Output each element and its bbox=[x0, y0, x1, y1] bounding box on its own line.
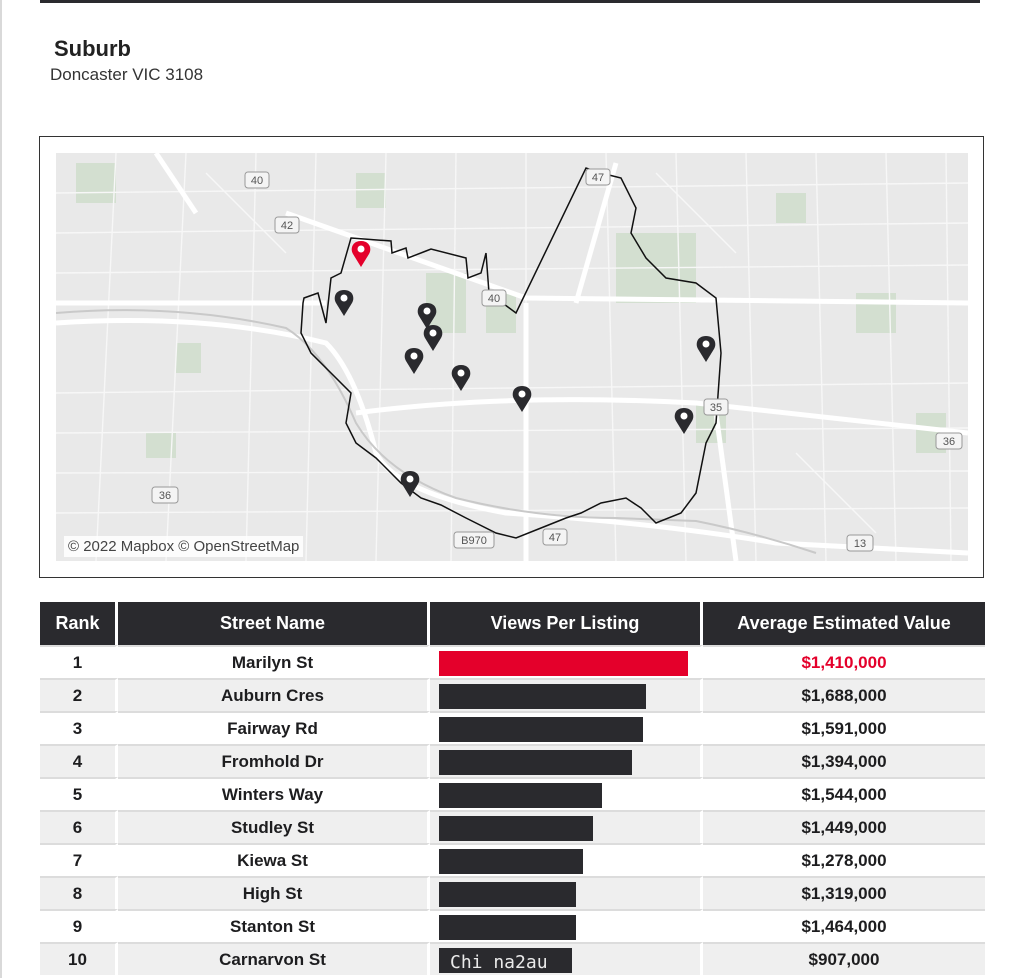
rank-cell: 1 bbox=[40, 645, 118, 678]
rank-cell: 4 bbox=[40, 744, 118, 777]
map-svg: 40 42 40 47 35 36 36 B970 47 13 bbox=[56, 153, 968, 561]
views-bar-cell bbox=[430, 810, 703, 843]
major-roads bbox=[56, 153, 968, 561]
views-bar bbox=[439, 651, 688, 676]
views-bar-cell: Chi na2au bbox=[430, 942, 703, 975]
suburb-name: Doncaster VIC 3108 bbox=[50, 65, 204, 84]
rank-cell: 2 bbox=[40, 678, 118, 711]
svg-text:35: 35 bbox=[710, 402, 722, 414]
road-shields: 40 42 40 47 35 36 36 B970 47 13 bbox=[151, 168, 963, 552]
estimated-value-cell: $1,278,000 bbox=[703, 843, 985, 876]
street-ranking-table: Rank Street Name Views Per Listing Avera… bbox=[40, 602, 985, 975]
views-bar bbox=[439, 717, 643, 742]
column-header-rank: Rank bbox=[40, 602, 118, 645]
top-divider bbox=[40, 0, 980, 3]
rank-cell: 7 bbox=[40, 843, 118, 876]
rank-cell: 10 bbox=[40, 942, 118, 975]
rank-cell: 8 bbox=[40, 876, 118, 909]
svg-text:13: 13 bbox=[854, 538, 866, 550]
table-row: 1 Marilyn St $1,410,000 bbox=[40, 645, 985, 678]
rank-cell: 9 bbox=[40, 909, 118, 942]
table-row: 9 Stanton St $1,464,000 bbox=[40, 909, 985, 942]
table-row: 5 Winters Way $1,544,000 bbox=[40, 777, 985, 810]
suburb-boundary bbox=[300, 167, 722, 539]
suburb-heading: Suburb bbox=[54, 36, 131, 61]
views-bar bbox=[439, 783, 602, 808]
views-bar-cell bbox=[430, 777, 703, 810]
table-row: 7 Kiewa St $1,278,000 bbox=[40, 843, 985, 876]
views-bar bbox=[439, 915, 576, 940]
svg-text:40: 40 bbox=[251, 175, 263, 187]
map-marker bbox=[334, 290, 716, 497]
views-bar bbox=[439, 816, 593, 841]
rank-cell: 3 bbox=[40, 711, 118, 744]
table-row: 8 High St $1,319,000 bbox=[40, 876, 985, 909]
table-row: 3 Fairway Rd $1,591,000 bbox=[40, 711, 985, 744]
views-bar-cell bbox=[430, 645, 703, 678]
map-panel: 40 42 40 47 35 36 36 B970 47 13 bbox=[39, 136, 984, 578]
estimated-value-cell: $907,000 bbox=[703, 942, 985, 975]
svg-text:47: 47 bbox=[592, 172, 604, 184]
views-bar-cell bbox=[430, 711, 703, 744]
views-bar-cell bbox=[430, 876, 703, 909]
street-name-cell: Winters Way bbox=[118, 777, 430, 810]
views-bar bbox=[439, 750, 632, 775]
estimated-value-cell: $1,544,000 bbox=[703, 777, 985, 810]
estimated-value-cell: $1,449,000 bbox=[703, 810, 985, 843]
views-bar-cell bbox=[430, 744, 703, 777]
svg-text:B970: B970 bbox=[461, 535, 487, 547]
street-name-cell: Stanton St bbox=[118, 909, 430, 942]
map-marker-highlight bbox=[351, 241, 371, 267]
street-name-cell: Kiewa St bbox=[118, 843, 430, 876]
rank-cell: 6 bbox=[40, 810, 118, 843]
views-bar bbox=[439, 849, 583, 874]
map-attribution[interactable]: © 2022 Mapbox © OpenStreetMap bbox=[64, 536, 304, 557]
street-name-cell: Studley St bbox=[118, 810, 430, 843]
views-bar bbox=[439, 684, 646, 709]
page-left-edge bbox=[0, 0, 2, 978]
street-name-cell: Fromhold Dr bbox=[118, 744, 430, 777]
street-name-cell: Carnarvon St bbox=[118, 942, 430, 975]
street-name-cell: Marilyn St bbox=[118, 645, 430, 678]
estimated-value-cell: $1,319,000 bbox=[703, 876, 985, 909]
street-name-cell: High St bbox=[118, 876, 430, 909]
estimated-value-cell: $1,410,000 bbox=[703, 645, 985, 678]
column-header-views-per-listing: Views Per Listing bbox=[430, 602, 703, 645]
street-name-cell: Fairway Rd bbox=[118, 711, 430, 744]
views-bar-cell bbox=[430, 843, 703, 876]
watermark-text: Chi na2au bbox=[450, 952, 548, 973]
column-header-street-name: Street Name bbox=[118, 602, 430, 645]
estimated-value-cell: $1,591,000 bbox=[703, 711, 985, 744]
svg-text:36: 36 bbox=[943, 436, 955, 448]
estimated-value-cell: $1,688,000 bbox=[703, 678, 985, 711]
svg-text:42: 42 bbox=[281, 220, 293, 232]
table-row: 2 Auburn Cres $1,688,000 bbox=[40, 678, 985, 711]
street-name-cell: Auburn Cres bbox=[118, 678, 430, 711]
views-bar-cell bbox=[430, 909, 703, 942]
views-bar bbox=[439, 882, 576, 907]
table-row: 4 Fromhold Dr $1,394,000 bbox=[40, 744, 985, 777]
views-bar bbox=[439, 948, 572, 973]
table-header-row: Rank Street Name Views Per Listing Avera… bbox=[40, 602, 985, 645]
table-row: 10 Carnarvon St Chi na2au $907,000 bbox=[40, 942, 985, 975]
table-row: 6 Studley St $1,449,000 bbox=[40, 810, 985, 843]
svg-text:47: 47 bbox=[549, 532, 561, 544]
map-markers bbox=[334, 241, 716, 497]
estimated-value-cell: $1,464,000 bbox=[703, 909, 985, 942]
river bbox=[56, 309, 817, 554]
rank-cell: 5 bbox=[40, 777, 118, 810]
svg-text:40: 40 bbox=[488, 293, 500, 305]
map-canvas[interactable]: 40 42 40 47 35 36 36 B970 47 13 bbox=[56, 153, 968, 561]
svg-text:36: 36 bbox=[159, 490, 171, 502]
column-header-average-estimated-value: Average Estimated Value bbox=[703, 602, 985, 645]
views-bar-cell bbox=[430, 678, 703, 711]
estimated-value-cell: $1,394,000 bbox=[703, 744, 985, 777]
